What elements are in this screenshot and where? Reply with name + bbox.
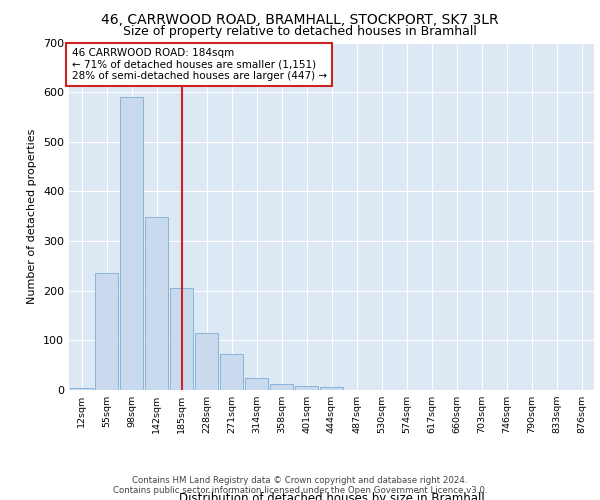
Bar: [320, 387, 343, 390]
Bar: [245, 378, 268, 390]
Text: Size of property relative to detached houses in Bramhall: Size of property relative to detached ho…: [123, 25, 477, 38]
Bar: [295, 386, 319, 390]
Bar: [269, 384, 293, 390]
Text: 46 CARRWOOD ROAD: 184sqm
← 71% of detached houses are smaller (1,151)
28% of sem: 46 CARRWOOD ROAD: 184sqm ← 71% of detach…: [71, 48, 327, 81]
Bar: [119, 97, 143, 390]
Bar: [95, 274, 118, 390]
Bar: [170, 288, 193, 390]
Text: 46, CARRWOOD ROAD, BRAMHALL, STOCKPORT, SK7 3LR: 46, CARRWOOD ROAD, BRAMHALL, STOCKPORT, …: [101, 12, 499, 26]
Bar: [220, 354, 244, 390]
Bar: [145, 217, 169, 390]
X-axis label: Distribution of detached houses by size in Bramhall: Distribution of detached houses by size …: [179, 492, 484, 500]
Text: Contains HM Land Registry data © Crown copyright and database right 2024.
Contai: Contains HM Land Registry data © Crown c…: [113, 476, 487, 495]
Bar: [70, 388, 94, 390]
Y-axis label: Number of detached properties: Number of detached properties: [28, 128, 37, 304]
Bar: [194, 333, 218, 390]
